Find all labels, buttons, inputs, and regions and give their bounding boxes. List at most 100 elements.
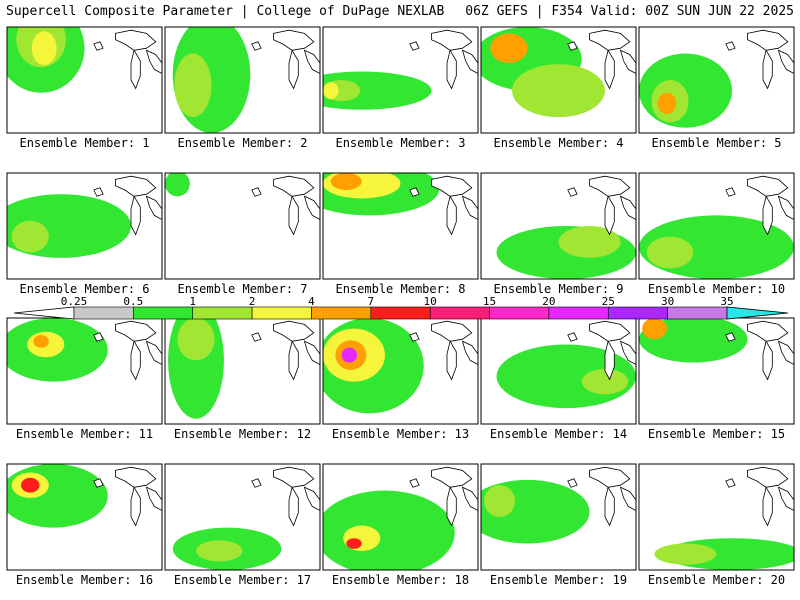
- lake-shape: [777, 49, 794, 75]
- scp-field: [7, 194, 131, 258]
- member-label: Ensemble Member: 16: [16, 573, 153, 587]
- colorbar-segment: [133, 306, 194, 320]
- scp-contour: [11, 220, 49, 253]
- great-lakes-outline: [567, 466, 636, 527]
- colorbar-tick-label: 35: [720, 295, 733, 308]
- member-label: Ensemble Member: 19: [490, 573, 627, 587]
- lake-shape: [461, 486, 478, 512]
- lake-shape: [604, 340, 615, 381]
- panel-border: [6, 463, 163, 571]
- member-label: Ensemble Member: 6: [19, 282, 149, 296]
- scp-field: [481, 27, 605, 118]
- lake-shape: [409, 41, 420, 51]
- lake-shape: [762, 486, 773, 527]
- lake-shape: [115, 175, 157, 197]
- lake-shape: [567, 187, 578, 197]
- member-label: Ensemble Member: 7: [177, 282, 307, 296]
- lake-shape: [273, 29, 315, 51]
- lake-shape: [589, 466, 631, 488]
- member-label: Ensemble Member: 9: [493, 282, 623, 296]
- panel-border: [164, 463, 321, 571]
- colorbar-tick-label: 0.25: [61, 295, 88, 308]
- great-lakes-outline: [251, 175, 320, 236]
- lake-shape: [93, 41, 104, 51]
- scp-contour: [558, 226, 621, 258]
- member-label: Ensemble Member: 18: [332, 573, 469, 587]
- great-lakes-outline: [567, 320, 636, 381]
- scp-contour: [323, 71, 432, 110]
- lake-shape: [288, 340, 299, 381]
- lake-shape: [747, 29, 789, 51]
- lake-shape: [130, 340, 141, 381]
- lake-shape: [251, 187, 262, 197]
- lake-shape: [567, 332, 578, 342]
- lake-shape: [115, 320, 157, 342]
- great-lakes-outline: [409, 175, 478, 236]
- member-label: Ensemble Member: 4: [493, 136, 623, 150]
- scp-field: [323, 490, 455, 570]
- scp-contour: [174, 53, 212, 118]
- lake-shape: [619, 486, 636, 512]
- scp-field: [7, 318, 108, 382]
- lake-shape: [273, 175, 315, 197]
- lake-shape: [604, 486, 615, 527]
- great-lakes-outline: [93, 29, 162, 90]
- valid-time-label: 06Z GEFS | F354 Valid: 00Z SUN JUN 22 20…: [465, 4, 794, 19]
- member-panel-19: Ensemble Member: 19: [480, 463, 637, 587]
- member-label: Ensemble Member: 14: [490, 427, 627, 441]
- member-label: Ensemble Member: 13: [332, 427, 469, 441]
- colorbar-tick-label: 25: [602, 295, 615, 308]
- scp-contour: [654, 543, 717, 565]
- lake-shape: [619, 49, 636, 75]
- panel-border: [480, 463, 637, 571]
- lake-shape: [725, 41, 736, 51]
- scp-contour: [341, 347, 358, 363]
- scp-contour: [490, 33, 528, 64]
- member-label: Ensemble Member: 12: [174, 427, 311, 441]
- lake-shape: [431, 175, 473, 197]
- colorbar-arrow-right: [726, 306, 789, 320]
- panel-border: [480, 172, 637, 280]
- scp-contour: [196, 540, 243, 562]
- scp-field: [323, 173, 440, 216]
- lake-shape: [461, 49, 478, 75]
- scp-field: [7, 27, 85, 93]
- scp-contour: [346, 538, 362, 549]
- panel-border: [164, 172, 321, 280]
- member-panel-17: Ensemble Member: 17: [164, 463, 321, 587]
- scp-contour: [581, 368, 629, 395]
- lake-shape: [93, 332, 104, 342]
- chart-title: Supercell Composite Parameter | College …: [6, 4, 445, 19]
- member-label: Ensemble Member: 1: [19, 136, 149, 150]
- lake-shape: [130, 486, 141, 527]
- scp-field: [496, 226, 636, 279]
- colorbar-tick-label: 30: [661, 295, 674, 308]
- lake-shape: [251, 332, 262, 342]
- great-lakes-outline: [93, 320, 162, 381]
- scp-field: [165, 173, 190, 197]
- colorbar-tick-label: 2: [249, 295, 256, 308]
- great-lakes-outline: [251, 466, 320, 527]
- member-panel-8: Ensemble Member: 8: [322, 172, 479, 296]
- colorbar-segment: [607, 306, 668, 320]
- colorbar-segment: [667, 306, 728, 320]
- lake-shape: [461, 340, 478, 366]
- panel-border: [322, 172, 479, 280]
- great-lakes-outline: [725, 466, 794, 527]
- lake-shape: [115, 466, 157, 488]
- lake-shape: [725, 478, 736, 488]
- member-panel-18: Ensemble Member: 18: [322, 463, 479, 587]
- lake-shape: [145, 49, 162, 75]
- colorbar-tick-label: 4: [308, 295, 315, 308]
- member-panel-9: Ensemble Member: 9: [480, 172, 637, 296]
- lake-shape: [762, 340, 773, 381]
- lake-shape: [567, 478, 578, 488]
- scp-field: [172, 27, 251, 133]
- lake-shape: [93, 478, 104, 488]
- member-label: Ensemble Member: 20: [648, 573, 785, 587]
- colorbar-segment: [429, 306, 490, 320]
- scp-field: [496, 344, 636, 409]
- panel-border: [638, 26, 795, 134]
- colorbar-segment: [311, 306, 372, 320]
